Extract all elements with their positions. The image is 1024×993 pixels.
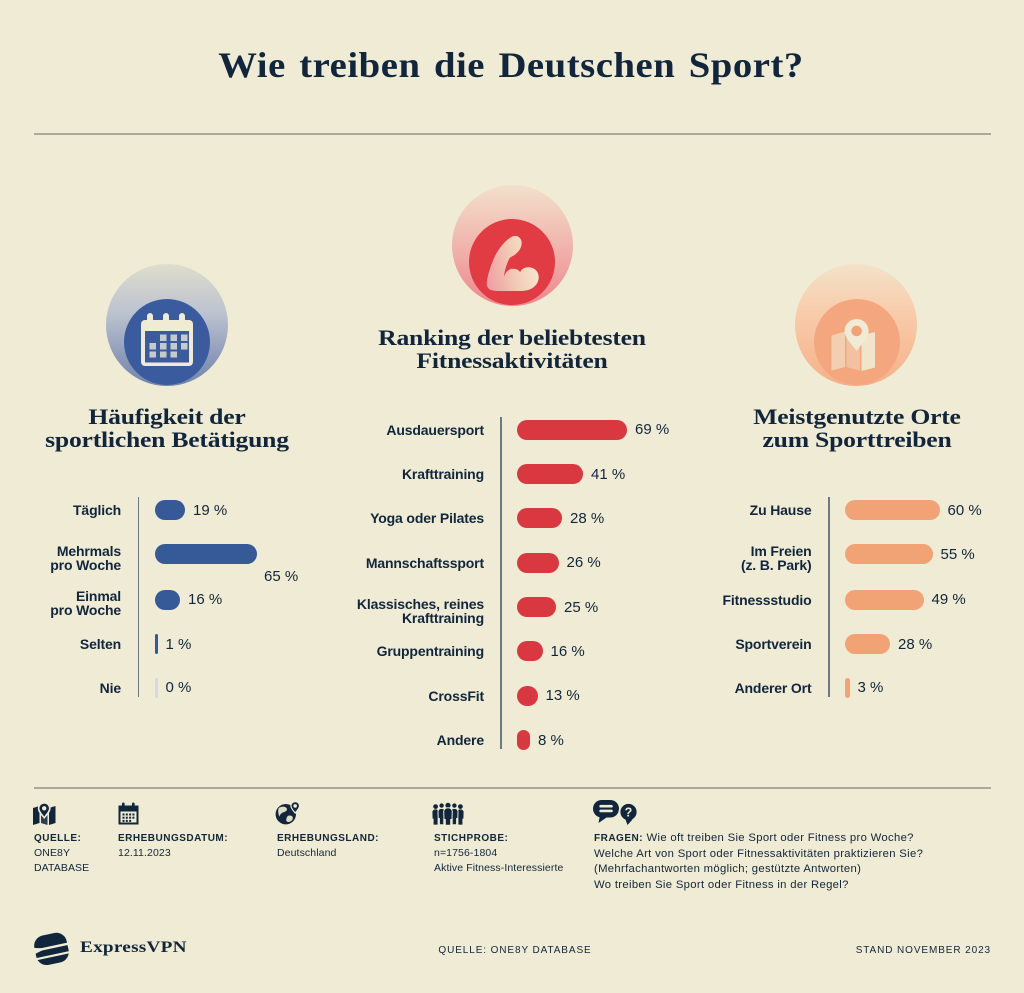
svg-text:?: ?: [625, 805, 633, 819]
